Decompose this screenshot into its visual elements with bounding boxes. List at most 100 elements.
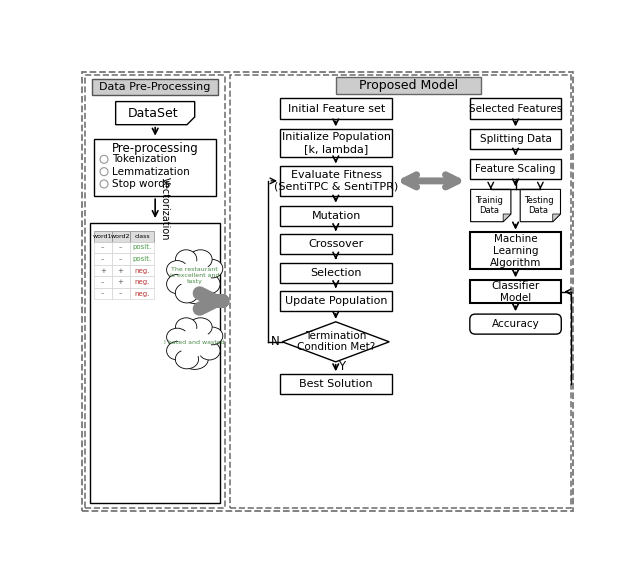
Bar: [85, 74, 225, 508]
FancyBboxPatch shape: [112, 288, 129, 299]
FancyBboxPatch shape: [112, 231, 129, 242]
Text: –: –: [119, 245, 122, 250]
Text: neg.: neg.: [134, 291, 150, 297]
Text: Selected Features: Selected Features: [469, 103, 562, 114]
Text: –: –: [101, 279, 104, 285]
Text: neg.: neg.: [134, 279, 150, 285]
Text: class: class: [134, 234, 150, 239]
FancyBboxPatch shape: [280, 205, 392, 226]
FancyBboxPatch shape: [94, 242, 112, 253]
Polygon shape: [520, 189, 561, 222]
Text: Data Pre-Processing: Data Pre-Processing: [99, 82, 211, 92]
Ellipse shape: [175, 350, 198, 369]
Ellipse shape: [178, 261, 211, 290]
Text: –: –: [119, 256, 122, 262]
Text: Y: Y: [339, 360, 346, 373]
Text: Initialize Population
[k, lambda]: Initialize Population [k, lambda]: [282, 132, 390, 154]
Text: DataSet: DataSet: [127, 107, 178, 119]
FancyBboxPatch shape: [280, 129, 392, 157]
FancyBboxPatch shape: [92, 79, 218, 95]
Text: –: –: [119, 291, 122, 297]
Text: Stop words: Stop words: [112, 179, 170, 189]
Text: Mutation: Mutation: [312, 211, 361, 220]
Text: The restaurant
is excellent and
tasty: The restaurant is excellent and tasty: [170, 267, 220, 284]
Text: Trainig
Data: Trainig Data: [475, 196, 503, 215]
Ellipse shape: [166, 328, 188, 346]
Text: Termination: Termination: [305, 331, 367, 342]
Polygon shape: [553, 214, 561, 222]
Text: –: –: [101, 291, 104, 297]
FancyBboxPatch shape: [470, 280, 561, 304]
Text: Proposed Model: Proposed Model: [359, 79, 458, 92]
Circle shape: [101, 169, 107, 174]
Circle shape: [101, 156, 107, 162]
Text: Classifier
Model: Classifier Model: [492, 281, 540, 302]
FancyBboxPatch shape: [280, 234, 392, 254]
FancyBboxPatch shape: [280, 99, 392, 118]
Circle shape: [100, 180, 108, 188]
Text: Accuracy: Accuracy: [492, 319, 540, 329]
Ellipse shape: [175, 318, 197, 336]
Text: –: –: [101, 245, 104, 250]
FancyBboxPatch shape: [129, 276, 154, 288]
FancyBboxPatch shape: [112, 265, 129, 276]
Text: Condition Met?: Condition Met?: [296, 342, 375, 352]
Text: Selection: Selection: [310, 268, 362, 278]
Ellipse shape: [166, 342, 188, 360]
FancyBboxPatch shape: [94, 253, 112, 265]
Ellipse shape: [189, 318, 212, 336]
Text: Pre-processing: Pre-processing: [112, 142, 198, 155]
Polygon shape: [116, 102, 195, 125]
FancyBboxPatch shape: [129, 231, 154, 242]
Text: Update Population: Update Population: [285, 296, 387, 306]
Ellipse shape: [181, 282, 208, 304]
Ellipse shape: [175, 250, 197, 269]
Text: posit.: posit.: [132, 245, 152, 250]
Text: word2: word2: [111, 234, 131, 239]
FancyBboxPatch shape: [94, 138, 216, 196]
Text: I hated and wasted: I hated and wasted: [164, 340, 225, 345]
Text: +: +: [118, 279, 124, 285]
Circle shape: [100, 168, 108, 175]
Ellipse shape: [166, 275, 188, 294]
FancyBboxPatch shape: [470, 129, 561, 149]
FancyBboxPatch shape: [470, 99, 561, 118]
Ellipse shape: [199, 342, 220, 360]
Text: posit.: posit.: [132, 256, 152, 262]
Text: Splitting Data: Splitting Data: [479, 134, 552, 144]
Circle shape: [100, 155, 108, 163]
FancyBboxPatch shape: [129, 288, 154, 299]
Text: word1: word1: [93, 234, 113, 239]
Text: Crossover: Crossover: [308, 239, 364, 249]
FancyBboxPatch shape: [470, 233, 561, 269]
Text: +: +: [100, 268, 106, 273]
Polygon shape: [470, 189, 511, 222]
FancyBboxPatch shape: [129, 242, 154, 253]
FancyBboxPatch shape: [90, 223, 220, 503]
FancyBboxPatch shape: [336, 77, 481, 94]
Ellipse shape: [175, 283, 198, 303]
Text: +: +: [118, 268, 124, 273]
Text: Testing
Data: Testing Data: [524, 196, 553, 215]
FancyBboxPatch shape: [94, 276, 112, 288]
Ellipse shape: [166, 261, 188, 279]
Text: Best Solution: Best Solution: [300, 379, 373, 389]
Ellipse shape: [202, 260, 223, 278]
Text: Vectorization: Vectorization: [160, 177, 170, 241]
Ellipse shape: [202, 327, 223, 345]
Bar: [230, 74, 572, 508]
Polygon shape: [503, 214, 511, 222]
FancyBboxPatch shape: [112, 276, 129, 288]
Ellipse shape: [199, 275, 220, 294]
Polygon shape: [282, 322, 389, 362]
Ellipse shape: [178, 329, 211, 357]
FancyBboxPatch shape: [280, 291, 392, 311]
FancyBboxPatch shape: [280, 263, 392, 283]
FancyBboxPatch shape: [112, 253, 129, 265]
FancyBboxPatch shape: [280, 166, 392, 196]
FancyBboxPatch shape: [112, 242, 129, 253]
Text: Tokenization: Tokenization: [112, 154, 177, 164]
Ellipse shape: [189, 250, 212, 269]
FancyBboxPatch shape: [470, 314, 561, 334]
FancyBboxPatch shape: [129, 253, 154, 265]
